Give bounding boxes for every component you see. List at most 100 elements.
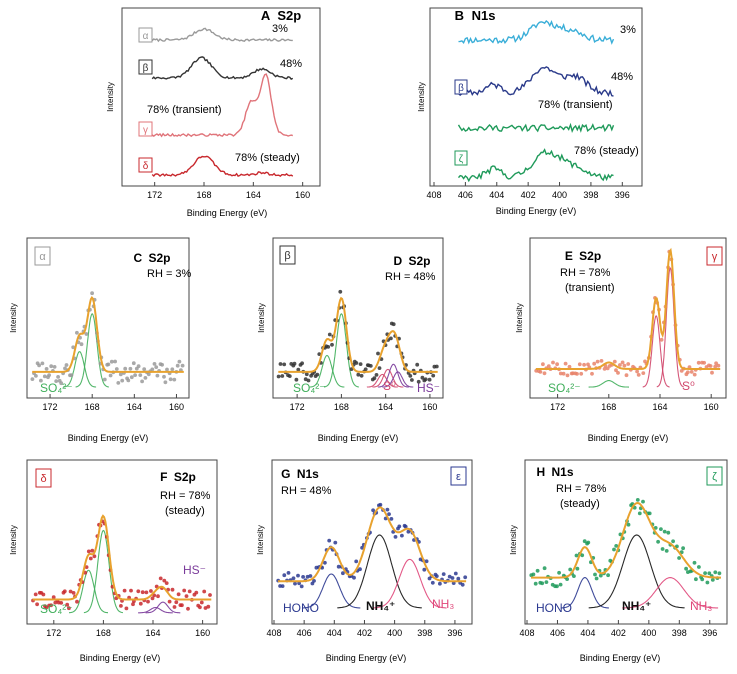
panel-g-point-2: [280, 584, 285, 588]
panel-a-label-78t: 78% (transient): [147, 104, 222, 116]
panel-f-letter: F: [160, 470, 167, 484]
panel-h-point-6: [542, 566, 547, 571]
panel-c-badge: α: [34, 246, 51, 266]
panel-c-point-84: [172, 377, 177, 382]
panel-h-point-79: [697, 565, 701, 569]
panel-g-point-89: [463, 575, 468, 580]
panel-c-point-72: [152, 362, 157, 366]
panel-f-point-28: [86, 549, 91, 554]
panel-f-point-57: [144, 590, 149, 595]
panel-e-component-2: [656, 267, 684, 388]
panel-d-component-5: [382, 371, 414, 388]
panel-h-tick-label-5: 398: [672, 628, 687, 638]
panel-d-point-23: [317, 352, 322, 356]
panel-h-ylabel: Intensity: [509, 525, 518, 555]
panel-e-point-22: [579, 371, 584, 376]
panel-g-point-74: [430, 580, 435, 585]
panel-g-point-31: [341, 571, 345, 576]
panel-e-point-44: [624, 373, 629, 378]
panel-a-badge-alpha-text: α: [143, 31, 149, 42]
panel-h-tick-label-3: 402: [611, 628, 626, 638]
panel-g-point-86: [456, 576, 461, 581]
panel-e-point-23: [582, 362, 586, 367]
panel-h-point-39: [612, 547, 616, 552]
panel-c-plot: 172 168 164 160: [30, 291, 185, 412]
panel-b-tick-label-4: 400: [552, 190, 567, 200]
panel-g-tick-label-3: 402: [357, 628, 372, 638]
panel-h-point-5: [540, 581, 545, 586]
panel-c-point-65: [140, 379, 145, 384]
panel-c-point-55: [123, 366, 128, 371]
panel-a-badge-delta: δ: [138, 157, 153, 173]
panel-c-point-57: [126, 378, 131, 383]
panel-d-point-10: [294, 377, 299, 382]
panel-h-point-51: [637, 511, 642, 516]
panel-e-point-15: [565, 373, 570, 378]
panel-a-label-78s: 78% (steady): [235, 152, 300, 164]
panel-f-point-78: [186, 606, 190, 611]
panel-h-point-70: [677, 556, 681, 560]
panel-d-component-0: [309, 354, 345, 388]
panel-e-point-27: [590, 371, 594, 376]
panel-d-tick-label-1: 168: [334, 402, 349, 412]
panel-g-plot: 408 406 404 402 400 398 396: [266, 502, 468, 638]
panel-c-point-64: [138, 373, 143, 377]
panel-b-tick-label-2: 404: [489, 190, 504, 200]
panel-c-point-86: [175, 363, 180, 368]
panel-b-badge-zeta-text: ζ: [459, 154, 464, 165]
panel-c-rh: RH = 3%: [147, 268, 192, 280]
panel-h-point-7: [544, 580, 549, 584]
panel-d: 172 168 164 160 β D S2p RH = 48% SO₄²⁻ S⁰ H…: [257, 237, 444, 443]
panel-d-label-sulfur: S⁰: [383, 379, 396, 393]
panel-c-point-69: [146, 372, 151, 377]
panel-a-series-2: [151, 73, 294, 138]
panel-g-rh: RH = 48%: [281, 485, 332, 497]
panel-c-xlabel: Binding Energy (eV): [68, 433, 149, 443]
panel-e-point-33: [602, 367, 607, 371]
panel-f-component-1: [83, 529, 123, 614]
panel-f-point-55: [140, 590, 145, 595]
panel-d-point-6: [287, 374, 292, 378]
panel-h-tick-label-0: 408: [519, 628, 534, 638]
panel-d-point-46: [358, 362, 363, 366]
panel-h-label-ammonia: NH₃: [690, 599, 712, 613]
panel-f-tick-label-3: 160: [195, 628, 210, 638]
panel-d-point-56: [376, 351, 380, 356]
panel-d-tick-label-2: 164: [378, 402, 393, 412]
panel-f-point-73: [176, 592, 181, 597]
panel-f-point-72: [174, 600, 179, 605]
panel-f-point-63: [156, 594, 160, 599]
panel-d-point-52: [368, 364, 373, 368]
panel-h-point-73: [684, 566, 688, 571]
panel-c-point-7: [42, 374, 47, 379]
panel-f-point-22: [75, 599, 79, 604]
panel-c-title: C S2p: [133, 251, 170, 265]
panel-g-letter: G: [281, 467, 290, 481]
panel-e-point-20: [575, 372, 579, 376]
panel-g-point-52: [385, 507, 390, 512]
panel-e-point-6: [546, 364, 551, 368]
panel-d-point-30: [330, 342, 334, 347]
panel-g-point-36: [352, 575, 356, 580]
panel-g-point-53: [387, 512, 391, 516]
panel-g-point-3: [282, 573, 287, 578]
panel-a-badge-gamma-text: γ: [143, 125, 148, 136]
panel-f-fit-envelope: [32, 514, 212, 601]
panel-d-point-63: [389, 336, 393, 341]
panel-a-title: A S2p: [261, 8, 301, 23]
panel-b-frame: [429, 7, 643, 187]
panel-h-frame: [524, 459, 728, 625]
panel-h-point-53: [641, 499, 645, 504]
panel-f-label-bisulfide: HS⁻: [183, 563, 206, 577]
panel-d-point-57: [377, 366, 382, 370]
panel-h-point-46: [626, 522, 631, 527]
panel-c-point-74: [155, 373, 160, 378]
panel-f-point-20: [71, 591, 76, 595]
panel-g-point-88: [460, 582, 465, 587]
panel-e-point-8: [551, 360, 555, 365]
panel-d-point-28: [326, 345, 331, 349]
panel-h-point-40: [614, 544, 619, 548]
panel-g-tick-label-1: 406: [297, 628, 312, 638]
panel-e-title: E S2p: [565, 249, 601, 263]
